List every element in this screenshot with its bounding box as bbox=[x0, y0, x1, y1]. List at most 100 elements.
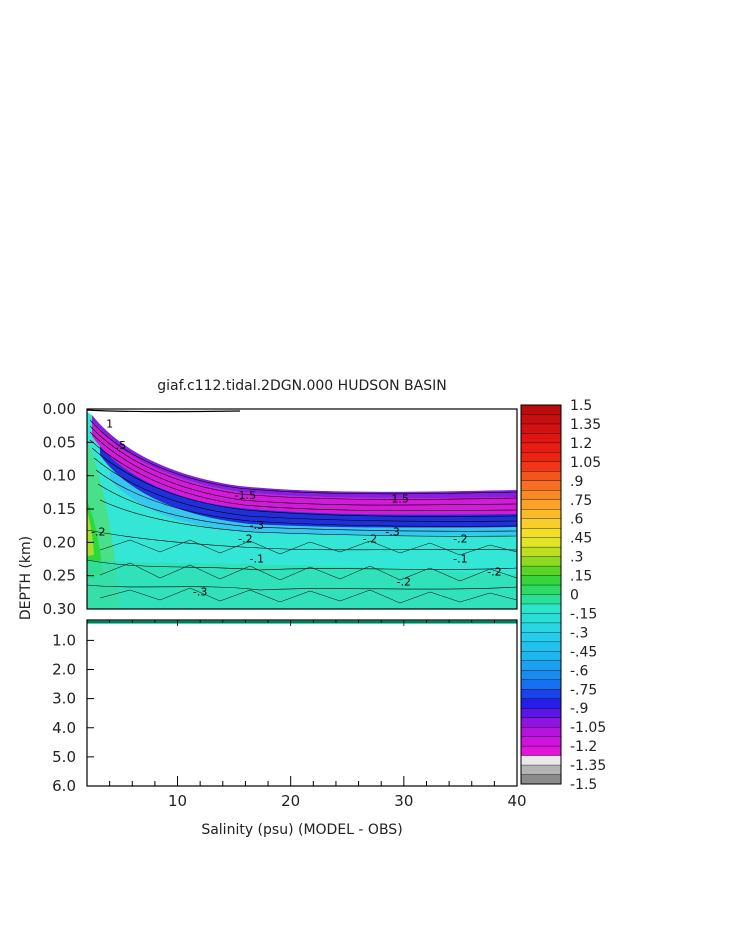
contour-label: -.2 bbox=[91, 526, 105, 539]
field-nodata-mask bbox=[87, 409, 517, 492]
colorbar-label: -.6 bbox=[570, 663, 589, 679]
y-tick-label: 0.05 bbox=[43, 433, 76, 451]
colorbar-band bbox=[520, 745, 562, 757]
colorbar-band bbox=[520, 651, 562, 662]
contour-label: -1.5 bbox=[235, 489, 256, 502]
colorbar-band bbox=[520, 698, 562, 709]
colorbar-label: .9 bbox=[570, 474, 583, 490]
colorbar-band bbox=[520, 622, 562, 633]
colorbar-band bbox=[520, 689, 562, 700]
colorbar-band bbox=[520, 726, 562, 738]
y-tick-label: 0.10 bbox=[43, 467, 76, 485]
colorbar-label: .75 bbox=[570, 493, 592, 509]
colorbar-band bbox=[520, 433, 562, 444]
colorbar-band bbox=[520, 471, 562, 482]
colorbar-band bbox=[520, 527, 562, 539]
contour-label: -.2 bbox=[397, 576, 411, 589]
colorbar-band bbox=[520, 603, 562, 614]
contour-jagged bbox=[99, 539, 517, 604]
colorbar-label: -.15 bbox=[570, 606, 597, 622]
lower-panel-bg bbox=[87, 620, 517, 786]
colorbar-band bbox=[520, 717, 562, 728]
colorbar-band bbox=[520, 594, 562, 605]
contour-label: -.3 bbox=[193, 586, 207, 599]
x-axis-label: Salinity (psu) (MODEL - OBS) bbox=[201, 822, 402, 838]
colorbar-band bbox=[520, 404, 562, 415]
colorbar-label: 1.05 bbox=[570, 455, 601, 471]
contour-label: -.2 bbox=[487, 566, 501, 579]
colorbar-band bbox=[520, 670, 562, 681]
y-tick-label: 0.30 bbox=[43, 600, 76, 618]
colorbar: 1.5 1.35 1.2 1.05 .9 .75 .6 .45 .3 .15 0 -.15 -.3 -.4… bbox=[520, 398, 606, 793]
colorbar-band bbox=[520, 641, 562, 652]
colorbar-label: 1.5 bbox=[570, 398, 592, 414]
x-tick-label: 30 bbox=[394, 792, 413, 810]
colorbar-label: -.3 bbox=[570, 625, 588, 641]
colorbar-band bbox=[520, 442, 562, 453]
field-yellowgreen bbox=[87, 510, 94, 556]
colorbar-label: -1.35 bbox=[570, 758, 606, 774]
y-tick-label: 3.0 bbox=[52, 690, 76, 708]
colorbar-label: .15 bbox=[570, 569, 592, 585]
y-tick-label: 5.0 bbox=[52, 748, 76, 766]
upper-y-axis: 0.00 0.05 0.10 0.15 0.20 0.25 0.30 bbox=[43, 400, 94, 618]
colorbar-label: -1.2 bbox=[570, 739, 597, 755]
colorbar-label: -.45 bbox=[570, 644, 597, 660]
y-tick-label: 4.0 bbox=[52, 719, 76, 737]
colorbar-band bbox=[520, 518, 562, 529]
colorbar-frame bbox=[520, 404, 562, 785]
lower-panel: 1.0 2.0 3.0 4.0 5.0 6.0 10 20 30 40 bbox=[52, 619, 527, 810]
colorbar-band bbox=[520, 708, 562, 719]
colorbar-band bbox=[520, 423, 562, 434]
colorbar-label: .3 bbox=[570, 550, 583, 566]
colorbar-band bbox=[520, 613, 562, 624]
colorbar-band bbox=[520, 755, 562, 766]
y-tick-label: 6.0 bbox=[52, 777, 76, 795]
colorbar-band bbox=[520, 632, 562, 643]
colorbar-band bbox=[520, 764, 562, 775]
contour-label: 1 bbox=[106, 418, 113, 431]
colorbar-band bbox=[520, 546, 562, 558]
colorbar-band bbox=[520, 584, 562, 595]
upper-panel: 1.5-1.5 -1.5-.2-.2-.3-.2-.3-.2-.2-.1-.2-.… bbox=[43, 400, 518, 618]
contour-label: -.3 bbox=[385, 526, 399, 539]
contour-label: -1.5 bbox=[387, 492, 408, 505]
y-tick-label: 0.20 bbox=[43, 533, 76, 551]
colorbar-label: 1.2 bbox=[570, 436, 592, 452]
y-tick-label: 2.0 bbox=[52, 661, 76, 679]
colorbar-band bbox=[520, 774, 562, 785]
colorbar-band bbox=[520, 461, 562, 472]
contour-lines bbox=[87, 419, 517, 591]
field-darkblue-band bbox=[100, 440, 517, 528]
lower-y-axis: 1.0 2.0 3.0 4.0 5.0 6.0 bbox=[52, 631, 94, 795]
colorbar-label: -1.05 bbox=[570, 720, 606, 736]
colorbar-band bbox=[520, 537, 562, 548]
x-tick-label: 20 bbox=[281, 792, 300, 810]
contour-top-bunch bbox=[87, 409, 241, 413]
colorbar-label: .45 bbox=[570, 531, 592, 547]
y-tick-label: 0.25 bbox=[43, 567, 76, 585]
x-tick-label: 40 bbox=[507, 792, 526, 810]
contour-labels: 1.5-1.5 -1.5-.2-.2-.3-.2-.3-.2-.2-.1-.2-.… bbox=[91, 418, 502, 599]
colorbar-label: 1.35 bbox=[570, 417, 601, 433]
colorbar-band bbox=[520, 565, 562, 577]
field-green-strong bbox=[87, 500, 103, 580]
y-tick-label: 1.0 bbox=[52, 631, 76, 649]
colorbar-band bbox=[520, 556, 562, 567]
contour-label: -.1 bbox=[250, 552, 264, 565]
y-axis-label: DEPTH (km) bbox=[18, 536, 34, 620]
contour-label: -.2 bbox=[363, 532, 377, 545]
colorbar-band bbox=[520, 452, 562, 463]
colorbar-label: -1.5 bbox=[570, 777, 597, 793]
contour-label: -.3 bbox=[250, 519, 264, 532]
chart-title: giaf.c112.tidal.2DGN.000 HUDSON BASIN bbox=[157, 378, 446, 394]
lower-panel-frame bbox=[86, 619, 518, 787]
contour-label: -.2 bbox=[238, 532, 252, 545]
y-tick-label: 0.00 bbox=[43, 400, 76, 418]
contour-label: .5 bbox=[116, 439, 127, 452]
colorbar-band bbox=[520, 679, 562, 690]
colorbar-band bbox=[520, 509, 562, 520]
colorbar-band bbox=[520, 660, 562, 671]
colorbar-band bbox=[520, 575, 562, 586]
